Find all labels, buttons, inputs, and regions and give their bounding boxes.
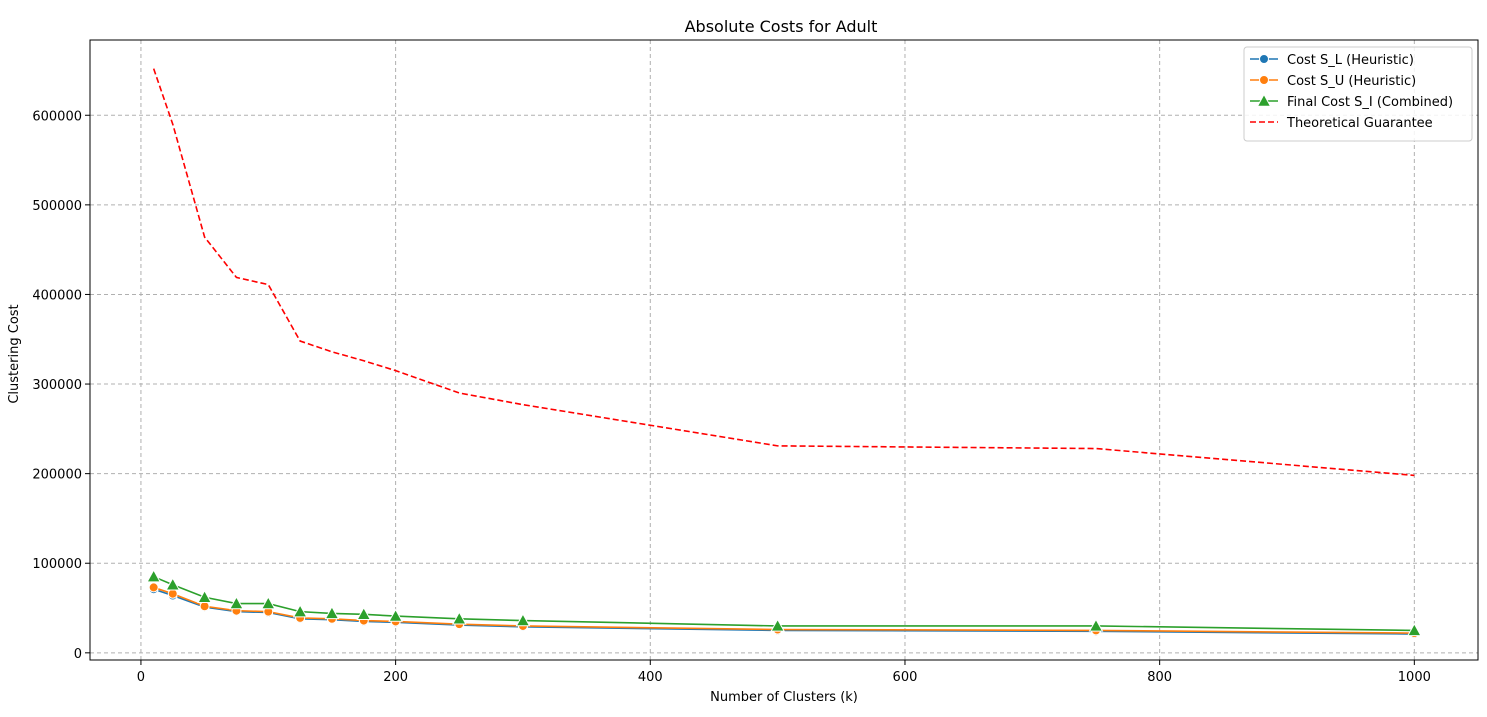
legend-item: Final Cost S_I (Combined) [1250, 93, 1453, 110]
data-point [451, 611, 467, 625]
legend-item: Theoretical Guarantee [1250, 116, 1433, 131]
series-1 [148, 582, 1420, 639]
chart-title: Absolute Costs for Adult [685, 17, 878, 36]
y-tick-label: 0 [74, 647, 82, 662]
series-line [153, 586, 1415, 634]
legend-item: Cost S_L (Heuristic) [1250, 53, 1414, 68]
series-line [153, 575, 1415, 632]
legend-label: Final Cost S_I (Combined) [1287, 95, 1453, 110]
data-point [199, 601, 210, 612]
data-point [770, 618, 785, 632]
legend-label: Theoretical Guarantee [1286, 116, 1433, 131]
grid [90, 40, 1478, 660]
y-tick-label: 600000 [32, 109, 82, 124]
legend: Cost S_L (Heuristic) Cost S_U (Heuristic)… [1243, 46, 1473, 142]
y-tick-label: 200000 [32, 468, 82, 483]
data-point [148, 582, 159, 593]
data-point [167, 588, 178, 599]
x-tick-label: 0 [137, 670, 145, 685]
x-axis-ticks: 0 200 400 600 800 1000 [137, 660, 1431, 685]
data-point [356, 606, 372, 621]
y-axis-label: Clustering Cost [7, 304, 22, 403]
y-tick-label: 100000 [32, 557, 82, 572]
legend-box [1243, 46, 1473, 142]
data-point [515, 613, 531, 627]
x-tick-label: 200 [383, 670, 408, 685]
series-3 [152, 68, 1415, 477]
plot-frame [89, 39, 1479, 661]
x-tick-label: 600 [893, 670, 918, 685]
data-point [1088, 618, 1104, 632]
y-tick-label: 400000 [32, 288, 82, 303]
legend-marker [1259, 54, 1269, 64]
data-point [292, 604, 308, 618]
y-axis-ticks: 0 100000 200000 300000 400000 500000 600000 [32, 109, 90, 662]
x-tick-label: 400 [638, 670, 663, 685]
legend-label: Cost S_L (Heuristic) [1287, 53, 1414, 68]
data-point [165, 577, 181, 591]
data-point [146, 569, 162, 583]
x-tick-label: 1000 [1398, 670, 1431, 685]
series-2 [146, 569, 1422, 637]
data-point [1406, 622, 1422, 637]
x-tick-label: 800 [1147, 670, 1172, 685]
y-tick-label: 500000 [32, 199, 82, 214]
series-line [153, 588, 1415, 635]
legend-marker [1256, 93, 1272, 107]
legend-item: Cost S_U (Heuristic) [1250, 74, 1416, 89]
series-line [152, 68, 1415, 477]
data-point [324, 605, 340, 620]
data-point [229, 596, 244, 610]
legend-label: Cost S_U (Heuristic) [1287, 74, 1416, 89]
data-point [197, 589, 212, 603]
series-layer [146, 68, 1422, 640]
x-axis-label: Number of Clusters (k) [710, 690, 858, 705]
data-point [388, 608, 403, 622]
data-point [260, 596, 276, 610]
legend-marker [1259, 75, 1269, 85]
y-tick-label: 300000 [32, 378, 82, 393]
